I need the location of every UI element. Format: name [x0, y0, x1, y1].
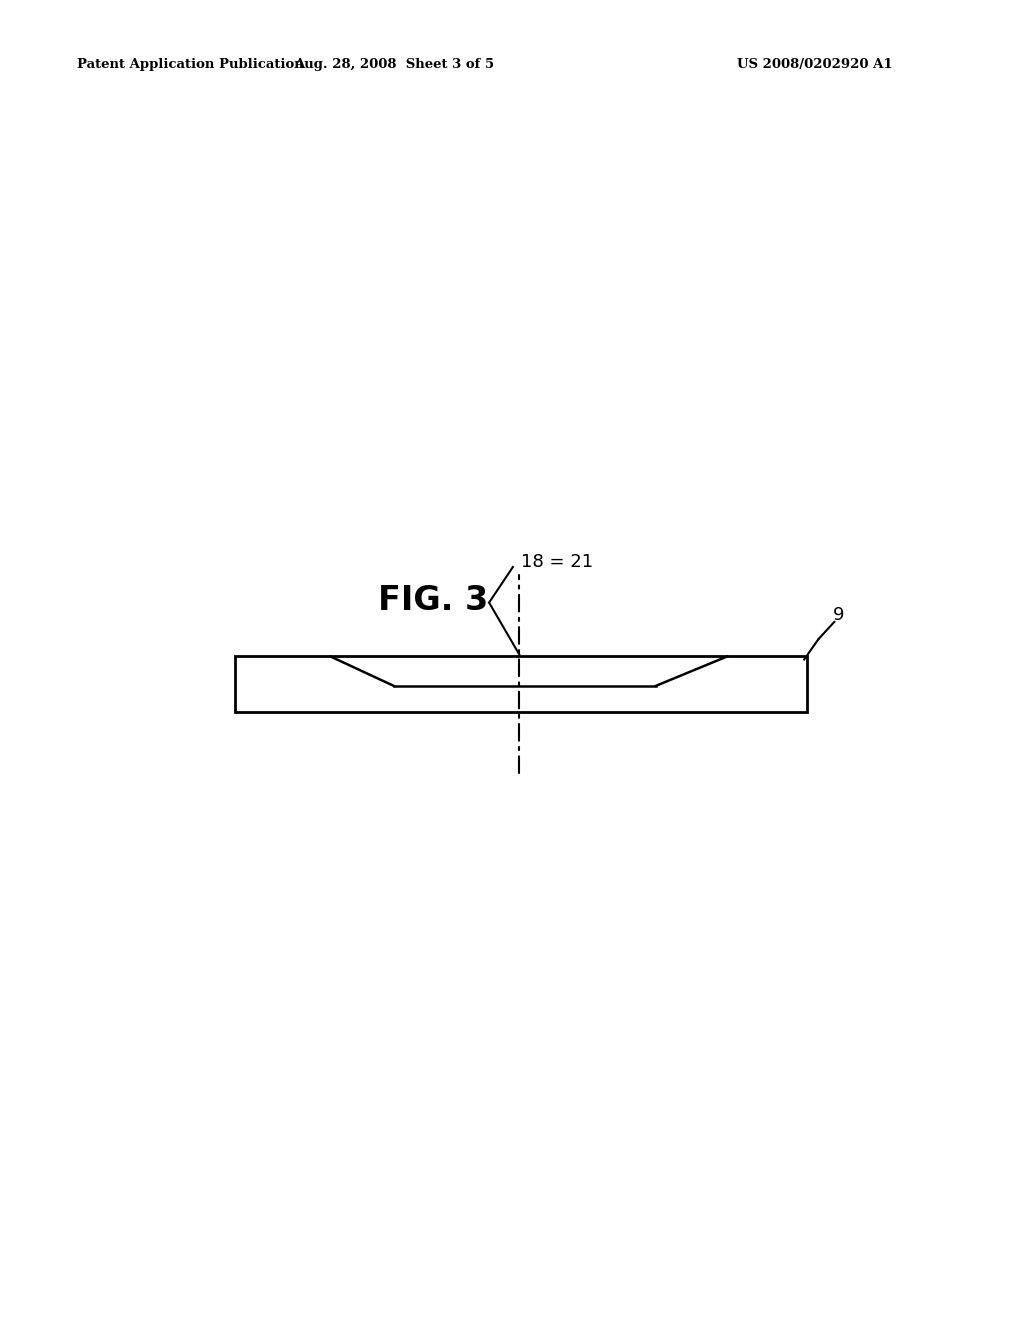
Text: Patent Application Publication: Patent Application Publication: [77, 58, 303, 71]
Text: 9: 9: [833, 606, 844, 624]
Text: US 2008/0202920 A1: US 2008/0202920 A1: [737, 58, 893, 71]
Text: FIG. 3: FIG. 3: [379, 583, 488, 616]
Text: Aug. 28, 2008  Sheet 3 of 5: Aug. 28, 2008 Sheet 3 of 5: [294, 58, 495, 71]
Bar: [236, 656, 807, 713]
Text: 18 = 21: 18 = 21: [521, 553, 593, 572]
